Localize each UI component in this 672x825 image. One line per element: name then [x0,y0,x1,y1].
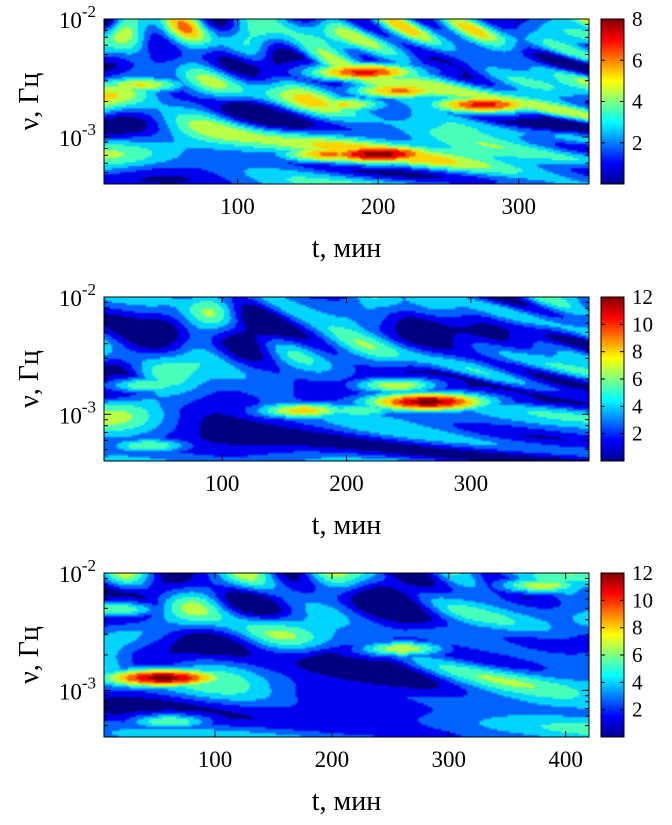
colorbar-tick-label: 6 [632,48,643,72]
colorbar-tick-label: 6 [632,643,643,667]
y-axis-title: ν, Гц [14,626,45,684]
panel-3: 100 200 300 400 10-3 10-2 t, мин ν, Гц 2 4 6 8 10 12 [14,556,653,817]
colorbar-tick-label: 6 [632,367,643,391]
colorbar-tick-label: 8 [632,7,643,31]
x-tick-label: 400 [548,747,583,772]
y-axis-title: ν, Гц [14,73,45,131]
heatmap-image [104,19,589,184]
colorbar-tick-label: 2 [632,422,643,446]
colorbar-tick-label: 10 [632,312,653,336]
x-tick-label: 300 [501,194,536,219]
x-axis-title: t, мин [312,233,381,264]
x-tick-label: 100 [205,471,240,496]
colorbar-tick-label: 12 [632,561,653,585]
x-tick-label: 100 [220,194,255,219]
colorbar-tick-label: 4 [632,90,643,114]
x-tick-label: 200 [361,194,396,219]
colorbar-tick-label: 10 [632,588,653,612]
x-tick-label: 200 [315,747,350,772]
x-axis-title: t, мин [312,786,381,817]
colorbar-tick-label: 2 [632,131,643,155]
colorbar-tick-label: 8 [632,616,643,640]
x-tick-label: 300 [454,471,489,496]
panel-1: 100 200 300 10-3 10-2 t, мин ν, Гц 2 4 6 8 [14,2,643,264]
x-tick-label: 100 [198,747,233,772]
colorbar-tick-label: 8 [632,340,643,364]
x-tick-label: 200 [329,471,364,496]
y-tick-label: 10-2 [59,556,96,587]
y-tick-label: 10-3 [59,673,96,704]
heatmap-image [104,573,589,737]
y-tick-label: 10-3 [59,120,96,151]
colorbar-tick-label: 4 [632,670,643,694]
y-tick-label: 10-2 [59,2,96,33]
colorbar-tick-label: 2 [632,698,643,722]
y-tick-label: 10-3 [59,397,96,428]
panel-2: 100 200 300 10-3 10-2 t, мин ν, Гц 2 4 6 8 10 12 [14,280,653,541]
x-axis-title: t, мин [312,510,381,541]
colorbar-tick-label: 4 [632,394,643,418]
x-tick-label: 300 [432,747,467,772]
y-axis-title: ν, Гц [14,350,45,408]
y-tick-label: 10-2 [59,280,96,311]
colorbar-tick-label: 12 [632,285,653,309]
heatmap-image [104,297,589,461]
